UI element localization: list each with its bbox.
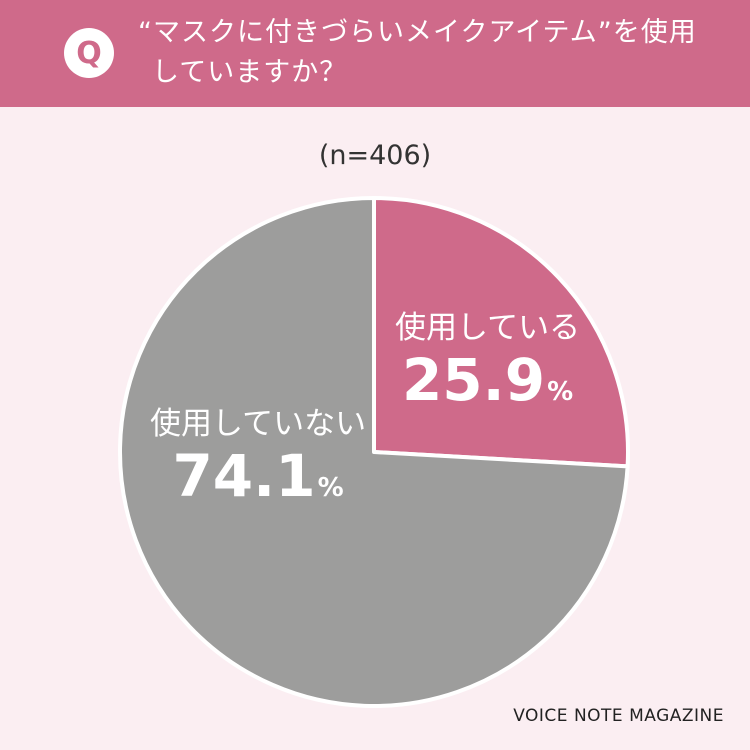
- pie-slice-not-using: [118, 196, 630, 708]
- slice-label-using: 使用している 25.9%: [395, 308, 580, 412]
- question-line-2: していますか？: [152, 57, 348, 88]
- question-header: Q “マスクに付きづらいメイクアイテム”を使用 していますか？: [0, 0, 750, 107]
- pie-slice-using: [372, 196, 630, 469]
- question-text: “マスクに付きづらいメイクアイテム”を使用 していますか？: [138, 13, 728, 93]
- question-badge: Q: [64, 28, 114, 78]
- question-line-1: “マスクに付きづらいメイクアイテム”を使用: [138, 17, 697, 48]
- sample-size: (n=406): [318, 140, 432, 171]
- credit-text: VOICE NOTE MAGAZINE: [513, 706, 724, 726]
- slice-unit-using: %: [547, 377, 574, 407]
- slice-label-not-using: 使用していない 74.1%: [150, 404, 366, 508]
- slice-value-using: 25.9: [401, 346, 546, 414]
- slice-unit-not-using: %: [317, 473, 344, 503]
- slice-value-not-using: 74.1: [172, 442, 316, 510]
- slice-category-using: 使用している: [395, 310, 581, 346]
- slice-category-not-using: 使用していない: [150, 406, 367, 442]
